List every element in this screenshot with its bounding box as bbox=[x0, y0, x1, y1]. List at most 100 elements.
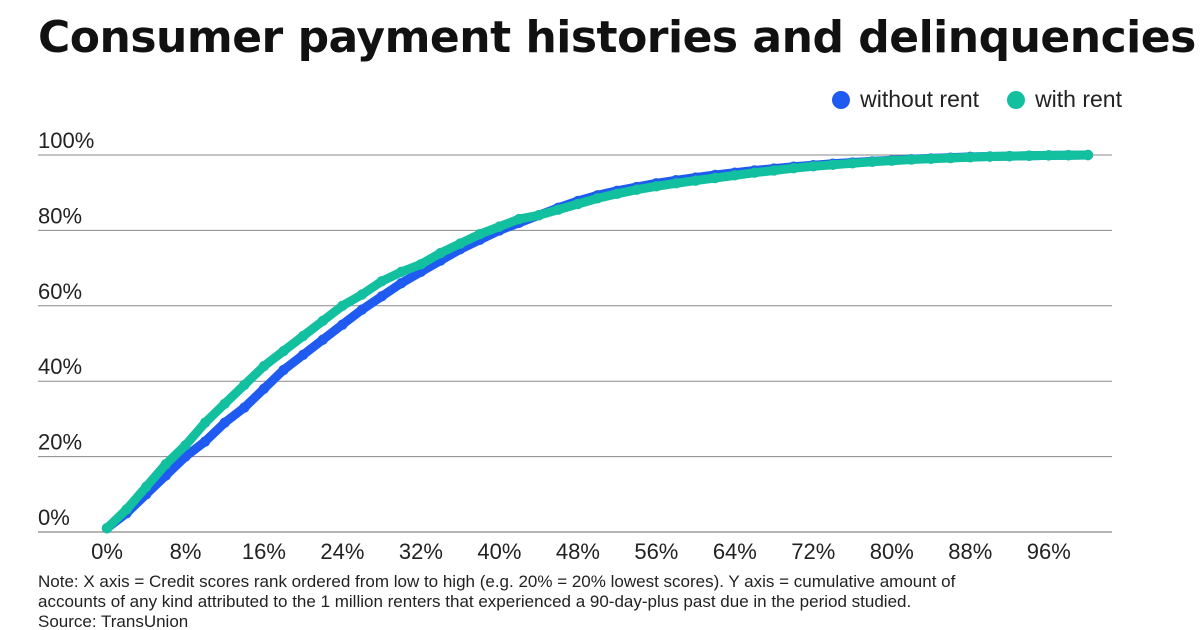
y-tick-label-100: 100% bbox=[38, 128, 94, 153]
x-tick-label-96: 96% bbox=[1027, 539, 1071, 564]
data-point-with-rent bbox=[239, 379, 250, 391]
data-point-with-rent bbox=[160, 458, 172, 470]
x-tick-label-56: 56% bbox=[634, 539, 678, 564]
data-point-with-rent bbox=[670, 178, 682, 189]
data-point-with-rent bbox=[847, 158, 858, 169]
data-point-with-rent bbox=[572, 198, 584, 210]
data-point-with-rent bbox=[494, 221, 505, 232]
data-point-with-rent bbox=[925, 153, 937, 164]
data-point-with-rent bbox=[533, 210, 544, 221]
data-point-with-rent bbox=[866, 156, 878, 167]
data-point-without-rent bbox=[199, 436, 211, 447]
data-point-with-rent bbox=[710, 172, 721, 184]
data-point-with-rent bbox=[984, 151, 996, 162]
data-point-without-rent bbox=[219, 417, 230, 428]
data-point-with-rent bbox=[415, 259, 427, 270]
gridlines bbox=[38, 154, 1112, 533]
note-line-2: accounts of any kind attributed to the 1… bbox=[38, 592, 912, 611]
data-point-with-rent bbox=[749, 167, 760, 178]
data-point-with-rent bbox=[337, 300, 348, 311]
data-point-with-rent bbox=[454, 238, 466, 249]
data-point-with-rent bbox=[631, 184, 642, 195]
data-point-with-rent bbox=[906, 154, 917, 165]
data-point-with-rent bbox=[1004, 150, 1015, 162]
data-point-with-rent bbox=[199, 417, 211, 428]
data-point-with-rent bbox=[1063, 149, 1074, 161]
data-point-with-rent bbox=[965, 152, 976, 163]
data-point-without-rent bbox=[298, 349, 309, 361]
chart-footnote: Note: X axis = Credit scores rank ordere… bbox=[38, 572, 1168, 630]
data-point-with-rent bbox=[121, 504, 132, 515]
x-tick-label-88: 88% bbox=[948, 539, 992, 564]
data-point-with-rent bbox=[768, 165, 780, 176]
y-tick-label-80: 80% bbox=[38, 203, 82, 228]
data-point-without-rent bbox=[356, 304, 368, 315]
x-tick-label-0: 0% bbox=[91, 539, 123, 564]
series-line-with-rent bbox=[102, 150, 1093, 533]
chart-legend: without rent with rent bbox=[832, 86, 1122, 113]
data-point-without-rent bbox=[258, 383, 270, 394]
chart-title: Consumer payment histories and delinquen… bbox=[38, 12, 1196, 63]
x-tick-label-48: 48% bbox=[556, 539, 600, 564]
y-tick-label-40: 40% bbox=[38, 354, 82, 379]
data-point-without-rent bbox=[278, 364, 289, 376]
legend-marker-without-rent bbox=[832, 90, 851, 109]
data-point-with-rent bbox=[1023, 150, 1035, 161]
data-point-with-rent bbox=[513, 213, 525, 225]
x-tick-label-72: 72% bbox=[791, 539, 835, 564]
x-tick-label-40: 40% bbox=[477, 539, 521, 564]
data-point-with-rent bbox=[886, 155, 897, 166]
x-tick-label-24: 24% bbox=[320, 539, 364, 564]
y-axis-tick-labels: 0% 20% 40% 60% 80% 100% bbox=[38, 128, 94, 530]
data-point-without-rent bbox=[396, 277, 407, 289]
source-line: Source: TransUnion bbox=[38, 612, 189, 630]
data-point-with-rent bbox=[690, 175, 701, 186]
data-point-with-rent bbox=[180, 440, 191, 451]
data-point-without-rent bbox=[239, 402, 250, 413]
data-point-with-rent bbox=[396, 266, 407, 278]
data-point-with-rent bbox=[298, 330, 309, 342]
data-point-with-rent bbox=[592, 193, 603, 204]
legend-label-with-rent: with rent bbox=[1035, 86, 1122, 112]
data-point-with-rent bbox=[729, 170, 741, 181]
note-line-1: Note: X axis = Credit scores rank ordere… bbox=[38, 572, 956, 591]
data-point-without-rent bbox=[376, 291, 387, 302]
series-line-without-rent bbox=[102, 150, 1093, 533]
y-tick-label-20: 20% bbox=[38, 430, 82, 455]
y-tick-label-0: 0% bbox=[38, 505, 70, 530]
legend-marker-with-rent bbox=[1007, 90, 1026, 109]
data-point-with-rent bbox=[219, 398, 230, 410]
x-tick-label-64: 64% bbox=[713, 539, 757, 564]
data-point-with-rent bbox=[101, 523, 113, 534]
legend-label-without-rent: without rent bbox=[860, 86, 980, 112]
data-point-with-rent bbox=[258, 360, 270, 372]
data-point-without-rent bbox=[337, 319, 348, 330]
data-point-with-rent bbox=[278, 345, 289, 357]
legend-item-with-rent: with rent bbox=[1007, 86, 1122, 113]
x-tick-label-16: 16% bbox=[242, 539, 286, 564]
data-point-with-rent bbox=[141, 481, 152, 492]
data-point-with-rent bbox=[376, 276, 387, 287]
data-point-with-rent bbox=[808, 161, 819, 172]
data-point-with-rent bbox=[945, 152, 956, 164]
data-point-with-rent bbox=[435, 247, 446, 259]
y-tick-label-60: 60% bbox=[38, 279, 82, 304]
data-point-with-rent bbox=[356, 289, 368, 300]
x-tick-label-80: 80% bbox=[870, 539, 914, 564]
data-point-with-rent bbox=[651, 181, 662, 192]
series-points-with-rent bbox=[101, 149, 1094, 534]
legend-item-without-rent: without rent bbox=[832, 86, 979, 113]
data-point-with-rent bbox=[1043, 150, 1054, 161]
data-point-with-rent bbox=[1082, 149, 1094, 161]
data-point-with-rent bbox=[317, 315, 329, 327]
x-tick-label-8: 8% bbox=[170, 539, 202, 564]
x-axis-tick-labels: 0% 8% 16% 24% 32% 40% 48% 56% 64% 72% 80% 88% 96% bbox=[91, 539, 1071, 564]
data-point-with-rent bbox=[788, 162, 799, 174]
x-tick-label-32: 32% bbox=[399, 539, 443, 564]
series-lines bbox=[101, 149, 1094, 534]
data-point-with-rent bbox=[553, 204, 564, 215]
series-points-without-rent bbox=[101, 149, 1094, 534]
data-point-with-rent bbox=[474, 228, 485, 240]
data-point-with-rent bbox=[611, 188, 623, 200]
